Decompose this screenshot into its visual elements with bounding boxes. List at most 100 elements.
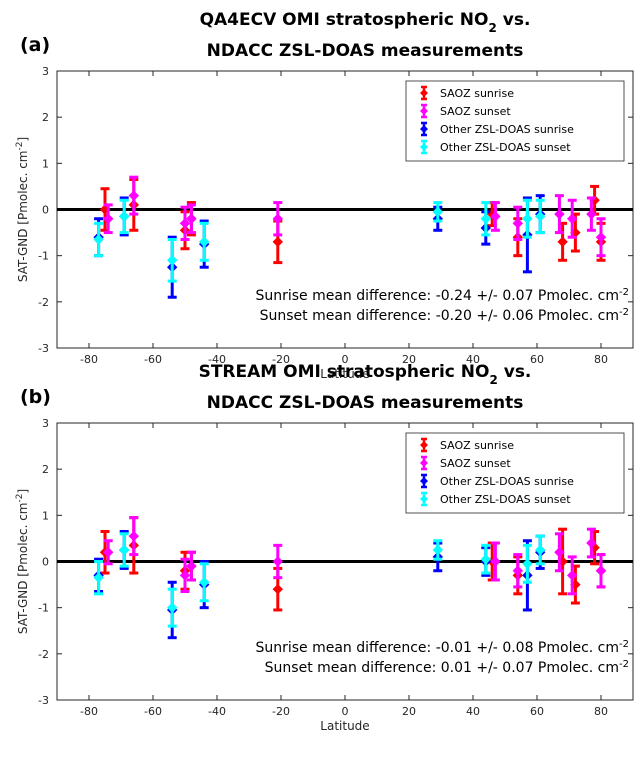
data-point [512, 205, 524, 242]
legend-marker [420, 125, 428, 133]
y-tick-label: 0 [42, 556, 49, 569]
data-point [490, 541, 501, 582]
data-marker [534, 544, 546, 556]
legend-item: Other ZSL-DOAS sunrise [420, 121, 574, 137]
panel-label: (a) [20, 34, 50, 56]
x-tick-label: -40 [208, 353, 226, 366]
y-axis-label-text: SAT-GND [Pmolec. cm [16, 151, 30, 283]
data-point [586, 527, 597, 559]
data-point [522, 198, 533, 239]
data-marker [512, 218, 524, 229]
data-marker [102, 213, 114, 224]
legend-label: Other ZSL-DOAS sunset [440, 493, 571, 506]
legend-label: Other ZSL-DOAS sunset [440, 141, 571, 154]
data-point [186, 203, 197, 235]
data-point [554, 194, 565, 235]
data-point [490, 201, 501, 232]
data-point [102, 203, 114, 235]
data-marker [118, 544, 130, 556]
data-marker [118, 211, 130, 222]
data-marker [512, 565, 524, 576]
x-tick-label: 60 [530, 705, 544, 718]
legend-marker [420, 477, 428, 485]
legend: SAOZ sunrise SAOZ sunset Other ZSL-DOAS su… [405, 432, 625, 514]
panel-b: STREAM OMI stratospheric NO2 vs.NDACC ZS… [15, 362, 634, 733]
data-point [198, 562, 210, 603]
mean-difference-annotation: Sunset mean difference: -0.20 +/- 0.06 P… [260, 307, 629, 325]
chart-title-line2: NDACC ZSL-DOAS measurements [207, 41, 524, 61]
data-marker [566, 570, 578, 581]
data-marker [166, 602, 178, 613]
x-tick-label: -60 [144, 353, 162, 366]
x-tick-label: 60 [530, 353, 544, 366]
legend-box [405, 432, 625, 514]
chart-title-tail: vs. [497, 10, 531, 30]
legend-item: Other ZSL-DOAS sunset [420, 139, 571, 155]
y-tick-label: -1 [38, 250, 49, 263]
chart-title-line2: NDACC ZSL-DOAS measurements [207, 393, 524, 413]
legend-marker [420, 495, 428, 503]
data-point [166, 587, 178, 628]
data-point [186, 550, 197, 582]
data-marker [480, 553, 492, 565]
data-marker [128, 190, 140, 201]
data-marker [186, 213, 197, 224]
legend-box [405, 80, 625, 162]
data-point [534, 198, 546, 235]
y-tick-label: 3 [42, 65, 49, 78]
data-marker [186, 560, 197, 572]
annotation-superscript: -2 [619, 639, 629, 650]
chart-title-tail: vs. [498, 362, 532, 382]
y-axis-label-text: SAT-GND [Pmolec. cm [16, 503, 30, 635]
legend-label: Other ZSL-DOAS sunrise [440, 123, 574, 136]
legend-label: SAOZ sunset [440, 105, 511, 118]
data-point [272, 201, 284, 237]
data-point [118, 532, 130, 568]
annotation-text: Sunset mean difference: -0.20 +/- 0.06 P… [260, 308, 619, 324]
legend-marker [420, 107, 428, 115]
y-tick-label: -2 [38, 296, 49, 309]
y-tick-label: -3 [38, 342, 49, 355]
annotation-text: Sunrise mean difference: -0.24 +/- 0.07 … [255, 288, 619, 304]
series-other-zsl-doas-sunset [93, 198, 546, 283]
y-axis-label-superscript: -2 [15, 142, 25, 151]
y-tick-label: 1 [42, 509, 49, 522]
annotation-superscript: -2 [619, 287, 629, 298]
data-marker [595, 565, 607, 576]
annotation-text: Sunrise mean difference: -0.01 +/- 0.08 … [255, 640, 619, 656]
mean-difference-annotation: Sunset mean difference: 0.01 +/- 0.07 Pm… [265, 659, 629, 677]
legend-item: SAOZ sunset [420, 455, 511, 471]
legend-label: SAOZ sunrise [440, 87, 514, 100]
x-tick-label: 0 [342, 353, 349, 366]
data-point [586, 196, 597, 232]
data-marker [179, 570, 191, 581]
data-marker [272, 236, 284, 248]
y-tick-label: -1 [38, 602, 49, 615]
data-point [480, 201, 492, 237]
data-point [534, 534, 546, 566]
data-point [198, 221, 210, 262]
data-marker [586, 208, 597, 220]
data-marker [102, 547, 114, 558]
data-point [272, 543, 284, 580]
legend-item: SAOZ sunrise [420, 437, 514, 453]
data-marker [93, 234, 104, 245]
chart-title-subscript: 2 [489, 21, 497, 35]
chart-title-text: STREAM OMI stratospheric NO [199, 362, 490, 382]
data-point [595, 217, 607, 258]
legend-marker [420, 441, 428, 449]
legend-label: SAOZ sunset [440, 457, 511, 470]
y-tick-label: 2 [42, 463, 49, 476]
data-point [566, 555, 578, 596]
y-tick-label: 3 [42, 417, 49, 430]
x-axis-label: Latitude [320, 367, 369, 381]
data-marker [534, 211, 546, 222]
data-marker [272, 583, 284, 595]
data-marker [490, 211, 501, 222]
y-axis-label-tail: ] [16, 489, 30, 494]
chart-title-subscript: 2 [489, 373, 497, 387]
data-marker [490, 556, 501, 567]
data-point [554, 532, 565, 573]
chart-title-line1: STREAM OMI stratospheric NO2 vs. [199, 362, 532, 387]
